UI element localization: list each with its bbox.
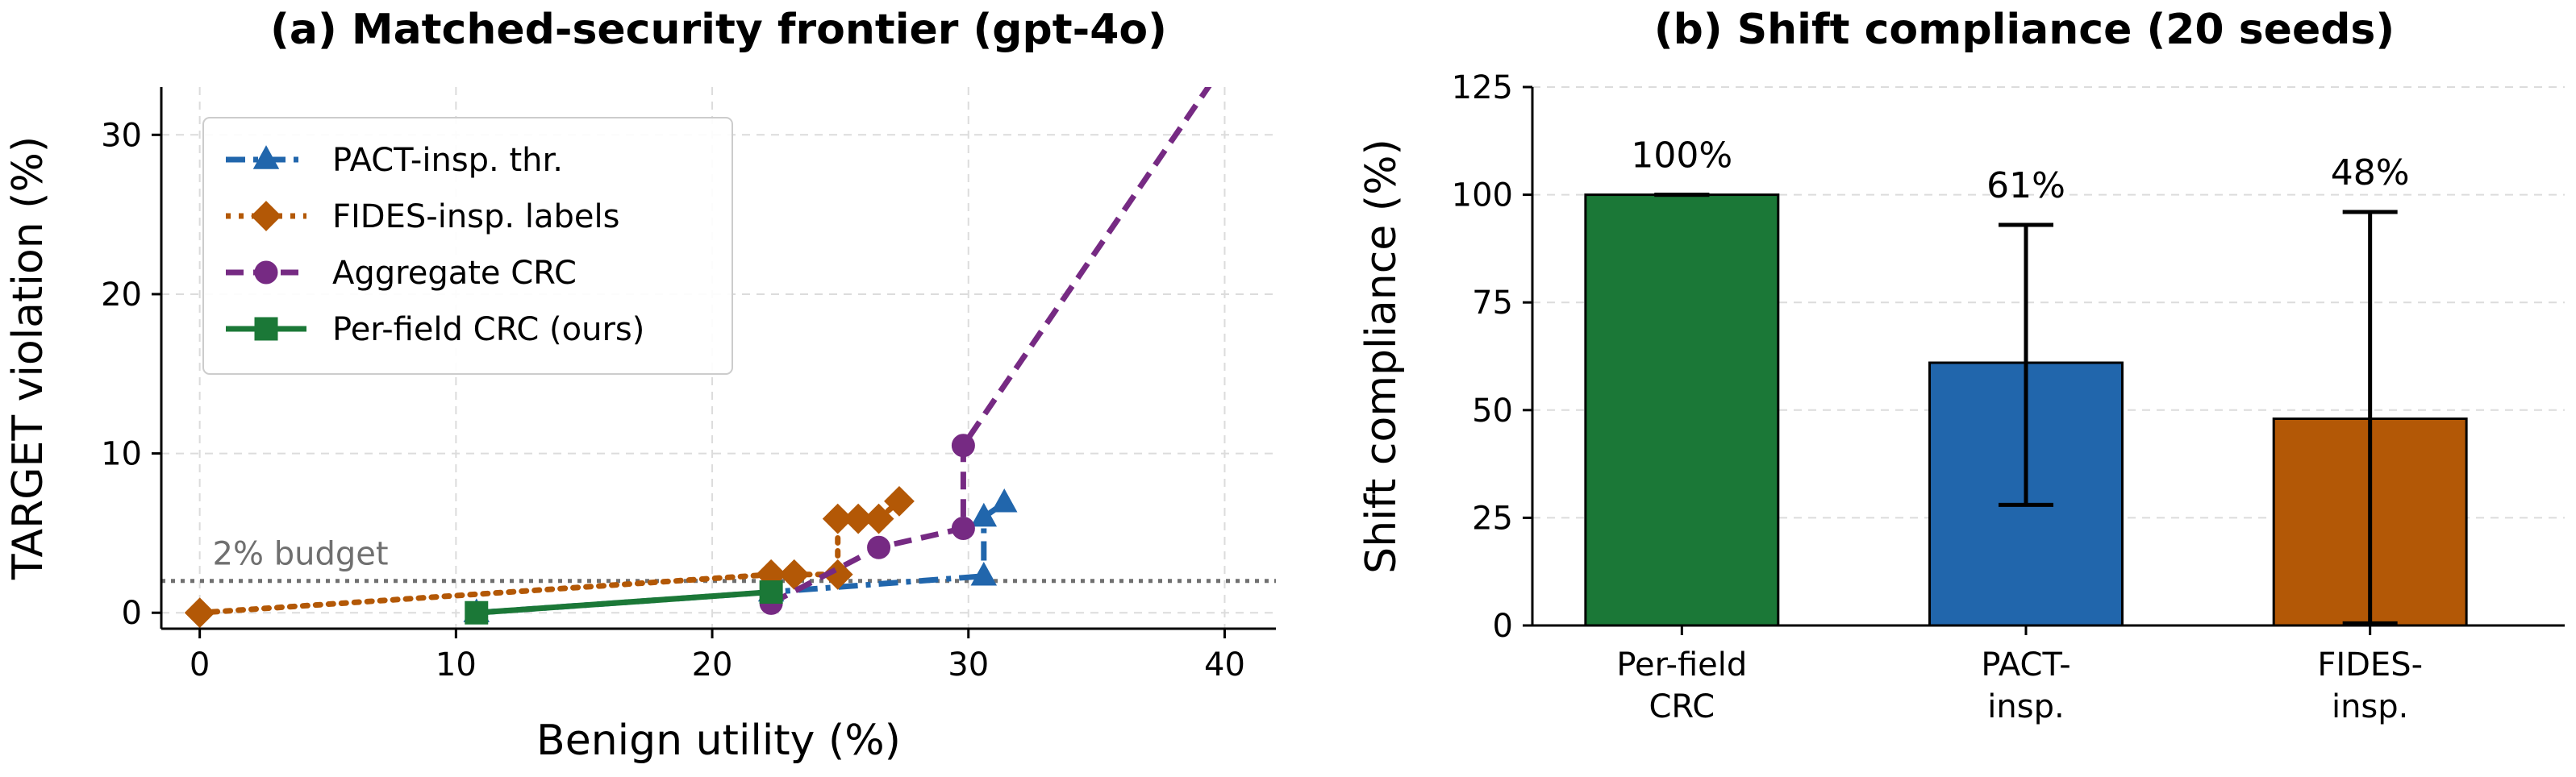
bar-value-label: 48% — [2331, 152, 2410, 193]
legend-label: FIDES-insp. labels — [332, 198, 619, 235]
data-point — [822, 503, 853, 534]
panel-b-y-tick-label: 50 — [1472, 393, 1513, 430]
panel-a-y-tick-label: 30 — [101, 117, 142, 154]
legend-item: PACT-insp. thr. — [226, 142, 563, 179]
panel-a-title: (a) Matched-security frontier (gpt-4o) — [270, 6, 1167, 54]
legend-item: Aggregate CRC — [226, 255, 577, 292]
data-point — [184, 597, 215, 629]
data-point — [863, 503, 894, 534]
series-line — [476, 500, 1007, 616]
data-point — [759, 580, 783, 605]
panel-a-x-tick-label: 20 — [692, 646, 733, 684]
panel-b-y-tick-label: 25 — [1472, 500, 1513, 537]
panel-a-y-tick-label: 10 — [101, 436, 142, 473]
panel-a-x-axis-label: Benign utility (%) — [536, 717, 901, 765]
data-point — [867, 535, 891, 559]
budget-label: 2% budget — [213, 536, 389, 573]
panel-a-x-tick-label: 40 — [1204, 646, 1245, 684]
legend-marker — [252, 145, 280, 169]
bar — [1584, 193, 1780, 627]
panel-a-x-tick-label: 0 — [190, 646, 210, 684]
panel-b-ticks: 0 25 50 75 100 125 Per-field CRC PACT-insp. FIDES… — [1452, 69, 2423, 725]
data-point — [778, 559, 810, 590]
series-pact-insp-thr — [463, 488, 1018, 622]
series-per-field-crc-ours — [465, 580, 783, 625]
legend-label: Aggregate CRC — [332, 255, 577, 292]
panel-b-x-tick-label: PACT- — [1981, 646, 2070, 684]
panel-a-y-axis-label: TARGET violation (%) — [4, 136, 52, 580]
legend-label: PACT-insp. thr. — [332, 142, 563, 179]
legend-marker — [254, 260, 278, 285]
panel-a-y-tick-label: 20 — [101, 276, 142, 314]
legend-box — [202, 117, 733, 375]
panel-b-y-tick-label: 75 — [1472, 285, 1513, 322]
bar-group-2: 48% — [2272, 152, 2468, 627]
panel-b-x-tick-label: insp. — [2332, 688, 2408, 725]
bar-value-label: 100% — [1631, 135, 1732, 177]
bar-group-0: 100% — [1584, 135, 1780, 627]
panel-b-x-tick-label: CRC — [1649, 688, 1715, 725]
panel-a-ticks: 0 10 20 30 40 0 10 20 30 — [101, 117, 1245, 684]
legend-marker — [254, 317, 278, 341]
panel-a-chart: 2% budget 0 10 20 30 40 0 10 20 30 (a) Matched-s… — [4, 0, 1278, 765]
panel-a-x-tick-label: 10 — [436, 646, 477, 684]
panel-b-title: (b) Shift compliance (20 seeds) — [1654, 6, 2395, 54]
series-aggregate-crc — [759, 51, 1236, 615]
data-point — [990, 488, 1018, 513]
legend-label: Per-field CRC (ours) — [332, 311, 644, 348]
panel-a-series — [160, 0, 1278, 629]
data-point — [843, 503, 874, 534]
panel-a-axes — [160, 87, 1276, 630]
panel-b-y-tick-label: 100 — [1452, 177, 1513, 214]
data-point — [465, 600, 489, 625]
bar-value-label: 61% — [1986, 165, 2065, 206]
legend-item: FIDES-insp. labels — [226, 198, 619, 235]
panel-b-axes — [1531, 87, 2565, 627]
data-point — [951, 516, 975, 540]
panel-b-y-axis-label: Shift compliance (%) — [1357, 139, 1406, 574]
panel-a-y-tick-label: 0 — [122, 595, 142, 632]
panel-b-y-tick-label: 125 — [1452, 69, 1513, 106]
panel-b-chart: 100% 61% 48% 0 25 50 75 100 125 Per-field CRC PACT… — [1357, 6, 2565, 725]
legend-item: Per-field CRC (ours) — [226, 311, 644, 348]
panel-b-y-tick-label: 0 — [1493, 608, 1513, 645]
panel-a-top-mask — [160, 0, 1278, 87]
legend-marker — [251, 201, 281, 231]
data-point — [884, 485, 915, 517]
data-point — [970, 561, 998, 586]
data-point — [951, 434, 975, 458]
panel-b-x-tick-label: insp. — [1987, 688, 2064, 725]
data-point — [970, 502, 998, 527]
panel-a-x-tick-label: 30 — [948, 646, 989, 684]
bar-group-1: 61% — [1928, 165, 2124, 627]
panel-b-bars: 100% 61% 48% — [1584, 135, 2468, 627]
panel-b-x-tick-label: FIDES- — [2317, 646, 2423, 684]
series-line — [476, 589, 772, 616]
data-point — [822, 559, 853, 590]
panel-b-x-tick-label: Per-field — [1616, 646, 1747, 684]
panel-a-legend: PACT-insp. thr. FIDES-insp. labels Aggrega… — [202, 117, 733, 375]
